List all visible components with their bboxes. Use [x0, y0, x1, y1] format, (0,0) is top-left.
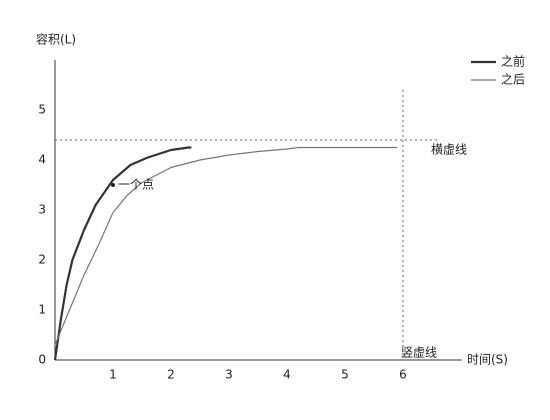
y-tick-label: 0	[38, 353, 46, 367]
legend-label: 之后	[501, 73, 525, 87]
y-axis-label: 容积(L)	[36, 32, 76, 47]
point-label: 一个点	[118, 178, 154, 192]
x-tick-label: 4	[283, 368, 291, 382]
legend-label: 之前	[501, 54, 525, 69]
annotated-point	[111, 183, 115, 187]
x-tick-label: 6	[399, 368, 407, 382]
y-tick-label: 4	[38, 153, 46, 167]
horizontal-reference-label: 横虚线	[431, 143, 467, 157]
vertical-reference-label: 竖虚线	[401, 346, 437, 360]
x-tick-label: 1	[109, 368, 117, 382]
x-axis-label: 时间(S)	[467, 353, 508, 367]
y-tick-label: 5	[38, 103, 46, 117]
series-line	[53, 146, 192, 361]
y-tick-label: 2	[38, 253, 46, 267]
x-tick-label: 5	[341, 368, 349, 382]
series-line	[54, 146, 398, 346]
x-tick-label: 3	[225, 368, 233, 382]
y-tick-label: 1	[38, 303, 46, 317]
x-tick-label: 2	[167, 368, 175, 382]
y-tick-label: 3	[38, 203, 46, 217]
